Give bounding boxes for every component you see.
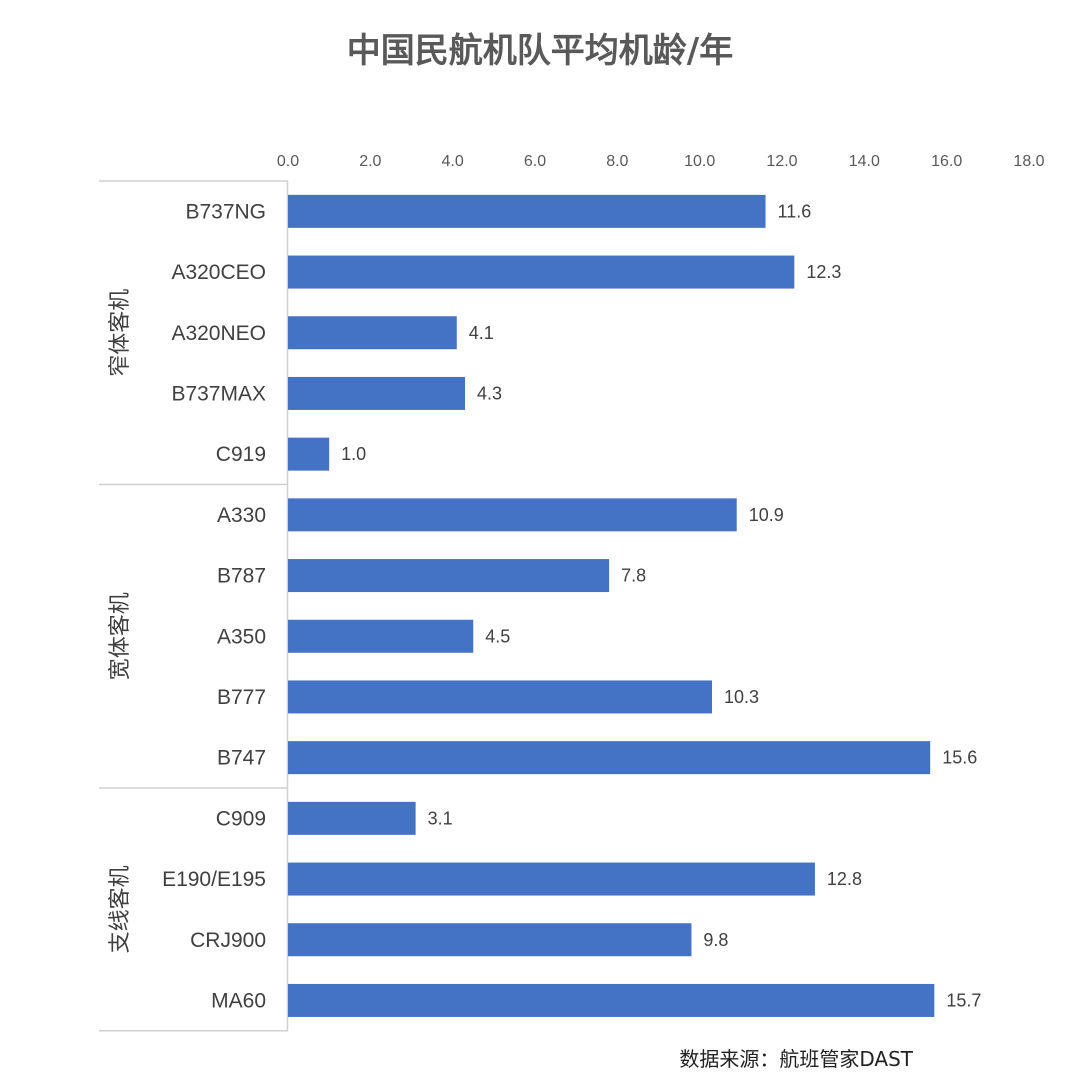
data-label: 3.1	[428, 808, 453, 828]
data-label: 15.6	[942, 748, 977, 768]
data-label: 15.7	[946, 990, 981, 1010]
data-label: 7.8	[621, 566, 646, 586]
category-label: CRJ900	[190, 929, 266, 952]
bar	[288, 376, 466, 410]
x-tick-label: 10.0	[684, 153, 715, 170]
bars: 11.6 12.3 4.1 4.3 1.0 10.9 7.8 4.5 10.3 15.6 3.1 12…	[288, 194, 981, 1017]
data-label: 10.3	[724, 687, 759, 707]
data-label: 9.8	[703, 930, 728, 950]
category-label: A330	[217, 504, 266, 527]
data-label: 4.3	[477, 383, 502, 403]
bar	[288, 316, 457, 350]
category-label: C919	[216, 443, 266, 466]
data-label: 11.6	[778, 201, 812, 221]
chart-title: 中国民航机队平均机龄/年	[347, 31, 733, 71]
category-label: A320CEO	[171, 261, 266, 284]
category-axis-frame	[99, 180, 289, 1032]
group-label: 支线客机	[108, 865, 133, 953]
x-tick-label: 0.0	[277, 153, 299, 170]
x-tick-label: 4.0	[442, 153, 464, 170]
category-label: B747	[217, 747, 266, 770]
category-label: A320NEO	[171, 322, 266, 345]
bar	[288, 923, 692, 957]
category-label: B737NG	[185, 200, 266, 223]
data-label: 4.5	[485, 626, 510, 646]
bar	[288, 194, 766, 228]
x-tick-label: 16.0	[931, 153, 962, 170]
bar	[288, 619, 474, 653]
group-label: 窄体客机	[108, 289, 133, 377]
data-label: 1.0	[341, 444, 366, 464]
x-tick-label: 6.0	[524, 153, 546, 170]
data-label: 10.9	[749, 505, 784, 525]
bar	[288, 255, 795, 289]
bar	[288, 437, 330, 471]
category-labels: B737NG A320CEO A320NEO B737MAX C919 A330 B787 A…	[162, 200, 266, 1012]
group-label: 宽体客机	[108, 592, 133, 680]
bar	[288, 741, 931, 775]
category-label: B737MAX	[171, 382, 266, 405]
x-tick-label: 14.0	[849, 153, 880, 170]
bar	[288, 498, 737, 532]
data-label: 12.3	[806, 262, 841, 282]
category-label: B777	[217, 686, 266, 709]
data-label: 12.8	[827, 869, 862, 889]
category-label: A350	[217, 625, 266, 648]
category-label: MA60	[211, 989, 266, 1012]
data-label: 4.1	[469, 323, 494, 343]
bar	[288, 801, 416, 835]
bar	[288, 862, 815, 896]
bar	[288, 983, 935, 1017]
x-tick-label: 18.0	[1013, 153, 1044, 170]
x-tick-label: 12.0	[766, 153, 797, 170]
bar	[288, 680, 713, 714]
x-tick-label: 2.0	[359, 153, 381, 170]
category-label: E190/E195	[162, 868, 266, 891]
x-tick-label: 8.0	[606, 153, 628, 170]
x-axis-ticks: 0.0 2.0 4.0 6.0 8.0 10.0 12.0 14.0 16.0 18.0	[277, 153, 1045, 170]
source-note: 数据来源：航班管家DAST	[679, 1047, 913, 1071]
bar	[288, 559, 610, 593]
category-label: C909	[216, 807, 266, 830]
category-label: B787	[217, 565, 266, 588]
